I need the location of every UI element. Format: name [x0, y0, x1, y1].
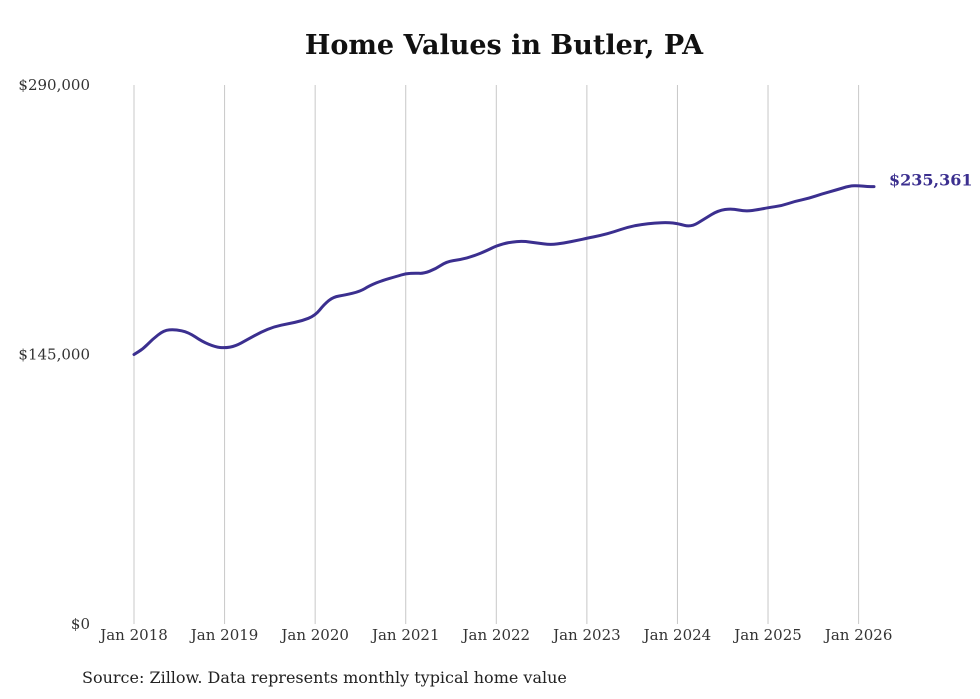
x-tick-label: Jan 2026 — [823, 626, 893, 644]
gridlines — [133, 85, 860, 624]
chart-title: Home Values in Butler, PA — [304, 30, 704, 61]
y-axis: $0 $145,000 $290,000 — [18, 76, 90, 633]
y-tick-label: $290,000 — [18, 76, 90, 94]
data-labels: $235,361 — [889, 171, 973, 190]
x-axis: Jan 2018 Jan 2019 Jan 2020 Jan 2021 Jan 2022… — [98, 626, 892, 644]
x-tick-label: Jan 2025 — [732, 626, 802, 644]
x-tick-label: Jan 2019 — [189, 626, 259, 644]
x-tick-label: Jan 2021 — [370, 626, 440, 644]
y-tick-label: $0 — [71, 615, 90, 633]
x-tick-label: Jan 2024 — [642, 626, 712, 644]
x-tick-label: Jan 2020 — [279, 626, 349, 644]
x-tick-label: Jan 2018 — [98, 626, 168, 644]
x-tick-label: Jan 2022 — [461, 626, 531, 644]
series-lines — [132, 184, 876, 356]
x-tick-label: Jan 2023 — [551, 626, 621, 644]
end-value-label: $235,361 — [889, 171, 973, 190]
series-line — [132, 184, 876, 356]
y-tick-label: $145,000 — [18, 346, 90, 364]
source-note: Source: Zillow. Data represents monthly … — [82, 668, 567, 687]
